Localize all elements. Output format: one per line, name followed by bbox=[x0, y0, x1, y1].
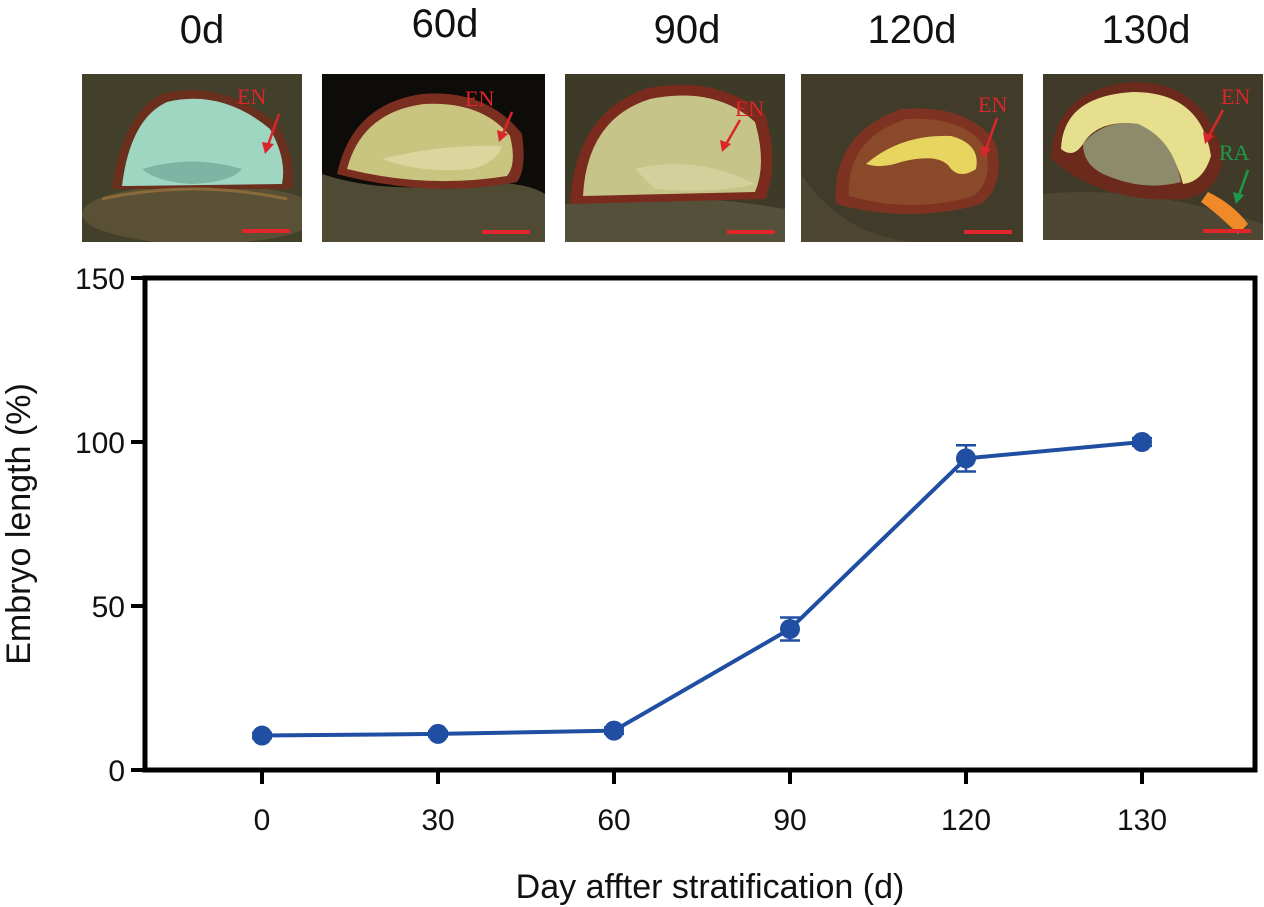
arrow-en-90d-head bbox=[720, 140, 731, 152]
panel-label-60d: 60d bbox=[411, 2, 479, 46]
y-tick-label: 100 bbox=[75, 427, 125, 460]
label-en-60d: EN bbox=[465, 86, 494, 111]
label-en-90d: EN bbox=[735, 96, 764, 121]
embryo-photo-60d: EN bbox=[322, 74, 545, 242]
x-tick-label: 90 bbox=[773, 804, 806, 837]
panel-label-90d: 90d bbox=[653, 8, 721, 52]
y-axis: 0 50 100 150 bbox=[75, 263, 145, 788]
arrow-en-130d-head bbox=[1203, 132, 1214, 144]
embryo-photo-130d: EN RA bbox=[1043, 74, 1263, 240]
arrow-en-0d-head bbox=[262, 142, 274, 154]
scale-bar-0d bbox=[242, 229, 290, 233]
x-tick-label: 0 bbox=[254, 804, 271, 837]
embryo-photo-90d: EN bbox=[565, 74, 785, 242]
arrow-en-90d-line bbox=[723, 119, 742, 147]
data-point bbox=[1132, 432, 1152, 452]
x-tick-label: 60 bbox=[597, 804, 630, 837]
plot-frame bbox=[142, 275, 1258, 773]
data-point bbox=[252, 725, 272, 746]
data-point bbox=[604, 720, 624, 741]
x-tick-label: 30 bbox=[421, 804, 454, 837]
arrow-en-60d-line bbox=[500, 111, 514, 137]
arrow-en-120d-head bbox=[980, 146, 991, 158]
embryo-photo-0d: EN bbox=[82, 74, 302, 242]
y-tick-label: 0 bbox=[108, 755, 125, 788]
label-en-120d: EN bbox=[978, 92, 1007, 117]
scale-bar-90d bbox=[727, 230, 775, 234]
panel-label-0d: 0d bbox=[179, 8, 225, 52]
arrow-ra-130d-line bbox=[1236, 169, 1250, 199]
y-tick-label: 150 bbox=[75, 263, 125, 296]
label-en-130d: EN bbox=[1221, 84, 1250, 109]
series-layer bbox=[252, 432, 1152, 746]
arrow-en-120d-line bbox=[983, 117, 999, 153]
data-point bbox=[428, 723, 448, 744]
arrow-ra-130d-head bbox=[1233, 192, 1244, 204]
y-tick-label: 50 bbox=[92, 591, 125, 624]
data-point bbox=[956, 448, 976, 469]
y-axis-title: Embryo length (%) bbox=[0, 383, 38, 665]
arrow-en-60d-head bbox=[497, 130, 508, 142]
x-axis-title: Day affter stratification (d) bbox=[516, 868, 905, 906]
arrow-en-130d-line bbox=[1206, 109, 1225, 139]
scale-bar-130d bbox=[1203, 229, 1251, 233]
x-tick-label: 130 bbox=[1117, 804, 1167, 837]
x-axis: 0 30 60 90 120 130 bbox=[254, 770, 1167, 837]
data-point bbox=[780, 618, 800, 639]
panel-label-130d: 130d bbox=[1101, 8, 1191, 52]
label-ra-130d: RA bbox=[1219, 140, 1250, 165]
panel-label-120d: 120d bbox=[867, 8, 957, 52]
scale-bar-60d bbox=[482, 230, 530, 234]
embryo-photo-120d: EN bbox=[801, 74, 1023, 242]
arrow-en-0d-line bbox=[265, 113, 281, 149]
scale-bar-120d bbox=[964, 230, 1012, 234]
x-tick-label: 120 bbox=[941, 804, 991, 837]
series-line bbox=[261, 440, 1143, 738]
label-en-0d: EN bbox=[237, 84, 266, 109]
